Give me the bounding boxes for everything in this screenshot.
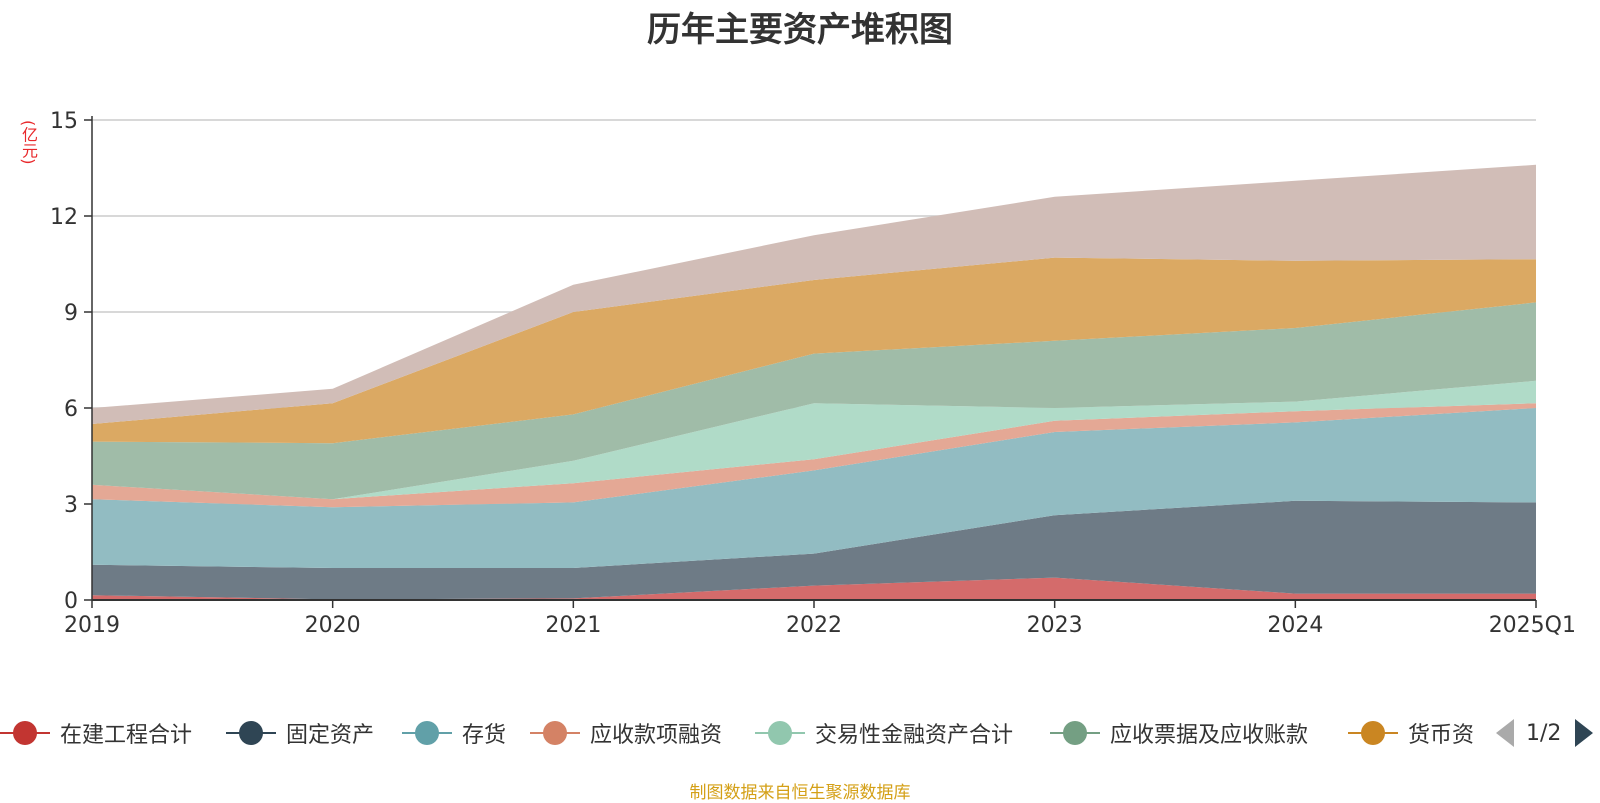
y-tick-label: 6: [64, 397, 78, 422]
data-source-note: 制图数据来自恒生聚源数据库: [689, 783, 911, 803]
legend-label: 应收票据及应收账款: [1110, 723, 1309, 748]
x-tick-label: 2023: [1027, 613, 1083, 638]
legend-marker-icon: [755, 720, 805, 746]
legend-item[interactable]: 应收款项融资: [530, 716, 722, 750]
y-axis-unit-label: (亿元): [19, 120, 38, 165]
y-tick-label: 12: [50, 205, 78, 230]
legend-marker-icon: [1050, 720, 1100, 746]
x-tick-label: 2025Q1: [1489, 613, 1576, 638]
x-tick-label: 2024: [1267, 613, 1323, 638]
legend-label: 货币资: [1408, 723, 1475, 748]
legend-marker-icon: [0, 720, 50, 746]
legend-label: 应收款项融资: [590, 723, 723, 748]
legend-pager: 1/2: [1496, 716, 1594, 750]
legend-item[interactable]: 固定资产: [226, 716, 374, 750]
y-tick-label: 15: [50, 109, 78, 134]
legend-next-page-icon[interactable]: [1575, 719, 1594, 747]
legend-label: 交易性金融资产合计: [815, 723, 1014, 748]
legend-item[interactable]: 交易性金融资产合计: [755, 716, 1013, 750]
legend-marker-icon: [530, 720, 580, 746]
y-tick-label: 0: [64, 589, 78, 614]
area-series-6[interactable]: [92, 302, 1536, 500]
x-tick-label: 2019: [64, 613, 120, 638]
area-series-3[interactable]: [92, 408, 1536, 568]
chart-title: 历年主要资产堆积图: [647, 10, 953, 50]
area-series-4[interactable]: [92, 403, 1536, 508]
area-series-5[interactable]: [92, 380, 1536, 500]
chart-legend: 在建工程合计 固定资产 存货 应收款项融资 交易性金融资产合计 应收票据及应收账款 货币资: [0, 716, 1600, 750]
legend-label: 在建工程合计: [60, 723, 193, 748]
legend-marker-icon: [402, 720, 452, 746]
legend-item[interactable]: 在建工程合计: [0, 716, 192, 750]
area-series-8[interactable]: [92, 164, 1536, 425]
legend-label: 存货: [462, 723, 507, 748]
y-tick-label: 9: [64, 301, 78, 326]
legend-item[interactable]: 货币资: [1348, 716, 1474, 750]
x-tick-label: 2020: [305, 613, 361, 638]
y-tick-label: 3: [64, 493, 78, 518]
area-series-7[interactable]: [92, 257, 1536, 444]
legend-item[interactable]: 应收票据及应收账款: [1050, 716, 1308, 750]
x-tick-label: 2021: [545, 613, 601, 638]
area-series-2[interactable]: [92, 500, 1536, 600]
legend-marker-icon: [1348, 720, 1398, 746]
x-tick-label: 2022: [786, 613, 842, 638]
area-series-1[interactable]: [92, 577, 1536, 600]
legend-marker-icon: [226, 720, 276, 746]
legend-label: 固定资产: [286, 723, 375, 748]
legend-item[interactable]: 存货: [402, 716, 506, 750]
legend-prev-page-icon[interactable]: [1496, 719, 1514, 747]
legend-page-indicator: 1/2: [1526, 720, 1562, 746]
